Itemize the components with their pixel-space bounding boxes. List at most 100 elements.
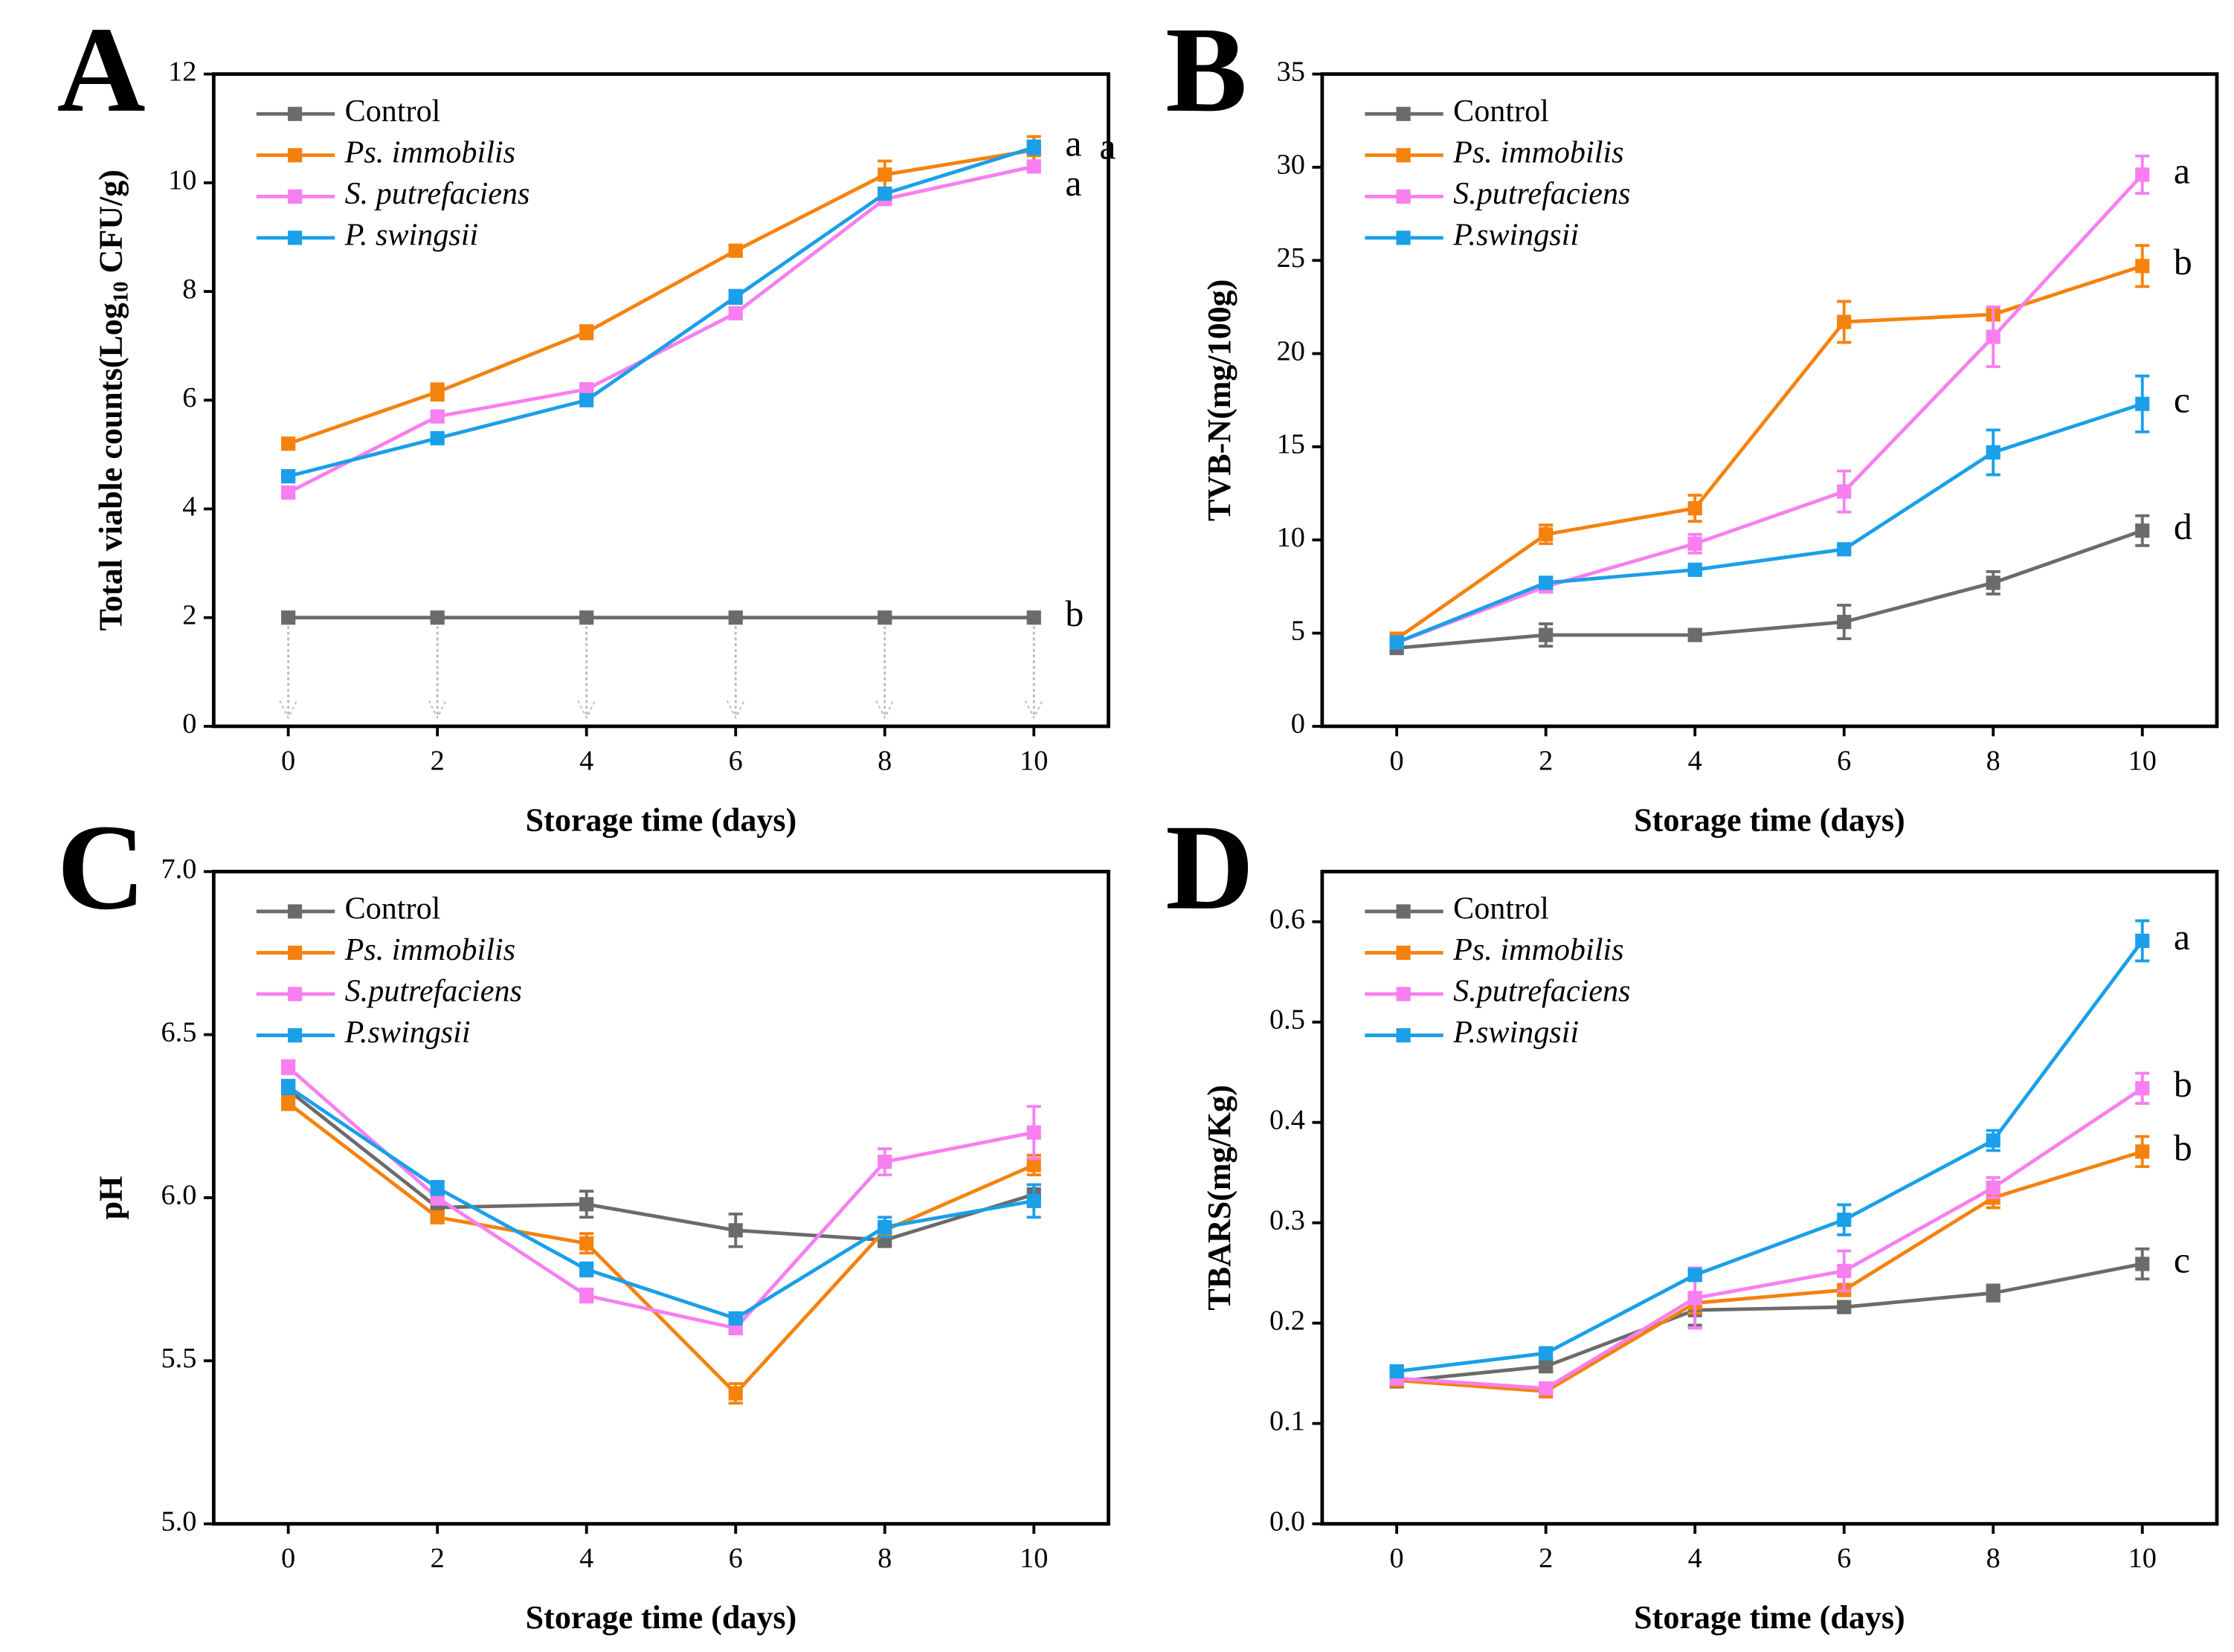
marker	[430, 1181, 445, 1196]
marker	[2135, 396, 2150, 411]
legend-marker	[287, 189, 303, 204]
x-tick-label: 2	[431, 746, 445, 777]
legend-label: S.putrefaciens	[1453, 176, 1630, 211]
marker	[1837, 614, 1852, 630]
y-tick-label: 0	[1291, 709, 1305, 740]
panel-label: B	[1165, 1, 1247, 138]
x-tick-label: 10	[2128, 1543, 2157, 1574]
marker	[579, 610, 594, 625]
y-axis-label: Total viable counts(Log10 CFU/g)	[92, 170, 132, 630]
marker	[430, 409, 445, 424]
x-tick-label: 0	[1390, 746, 1404, 777]
marker	[579, 382, 594, 397]
marker	[1986, 445, 2000, 460]
marker	[2135, 259, 2150, 274]
x-tick-label: 2	[1539, 746, 1553, 777]
y-tick-label: 10	[1277, 522, 1305, 553]
legend-marker	[1396, 148, 1411, 163]
x-tick-label: 8	[1986, 1543, 2000, 1574]
x-tick-label: 8	[1986, 746, 2000, 777]
x-tick-label: 4	[579, 746, 593, 777]
series-line	[288, 146, 1034, 478]
marker	[1026, 159, 1041, 174]
y-axis-label-sub: 10	[109, 281, 132, 303]
panel-label: A	[57, 1, 146, 138]
series-line	[287, 1085, 1034, 1320]
x-axis-label: Storage time (days)	[1634, 801, 1905, 838]
marker	[1837, 1300, 1852, 1314]
x-tick-label: 6	[1837, 746, 1851, 777]
plot-frame	[211, 72, 1110, 729]
marker	[579, 1262, 594, 1277]
marker	[878, 1219, 892, 1235]
series-line	[1396, 1086, 2144, 1390]
marker	[1539, 575, 1554, 590]
arrow-decor	[577, 700, 596, 720]
y-axis-label-text: Total viable counts(Log	[92, 303, 129, 630]
marker	[281, 436, 296, 451]
legend-label: Ps. immobilis	[1452, 135, 1623, 170]
x-tick-label: 6	[729, 746, 743, 777]
y-tick-label: 4	[182, 491, 196, 522]
marker	[728, 1223, 743, 1238]
marker	[1687, 627, 1702, 642]
marker	[1687, 1268, 1702, 1282]
marker	[728, 243, 743, 258]
marker	[1539, 527, 1554, 542]
y-axis-label: pH	[92, 1176, 129, 1220]
marker	[1389, 1364, 1404, 1379]
y-tick-label: 0.0	[1269, 1506, 1305, 1537]
marker	[579, 1197, 594, 1212]
legend-marker	[287, 904, 303, 919]
y-axis-label-end: CFU/g)	[92, 170, 129, 281]
significance-letter: b	[2174, 1064, 2192, 1105]
legend-marker	[1396, 987, 1411, 1001]
x-tick-label: 10	[2128, 746, 2157, 777]
y-tick-label: 0.4	[1269, 1105, 1305, 1136]
significance-letter: b	[2174, 242, 2192, 283]
series-line	[1396, 529, 2143, 651]
x-tick-label: 0	[1390, 1543, 1404, 1574]
x-tick-label: 4	[1688, 746, 1702, 777]
legend-marker	[287, 230, 303, 245]
marker	[1986, 329, 2000, 344]
legend-label: Ps. immobilis	[344, 135, 515, 170]
series-line	[287, 164, 1034, 494]
marker	[1026, 140, 1041, 155]
legend-label: P.swingsii	[344, 1015, 471, 1050]
significance-letter: a	[2174, 917, 2190, 958]
marker	[1026, 1125, 1041, 1140]
legend-marker	[287, 987, 303, 1001]
x-tick-label: 2	[1539, 1543, 1553, 1574]
significance-letter: b	[1065, 593, 1084, 634]
marker	[579, 1236, 594, 1251]
legend-label: S.putrefaciens	[1453, 974, 1630, 1009]
arrow-decor	[279, 700, 297, 720]
marker	[1687, 536, 1702, 551]
legend-label: S.putrefaciens	[345, 974, 522, 1009]
marker	[1837, 1263, 1852, 1279]
marker	[430, 384, 445, 399]
series-line	[287, 1101, 1035, 1396]
y-tick-label: 7.0	[161, 854, 197, 885]
x-tick-label: 0	[281, 746, 295, 777]
marker	[1986, 1285, 2000, 1300]
x-tick-label: 8	[878, 746, 892, 777]
legend-label: Control	[345, 94, 441, 129]
marker	[1539, 627, 1554, 642]
marker	[1986, 1180, 2000, 1196]
marker	[878, 167, 892, 182]
marker	[2135, 167, 2150, 182]
x-tick-label: 0	[281, 1543, 295, 1574]
x-tick-label: 8	[878, 1543, 892, 1574]
marker	[728, 610, 743, 625]
y-axis-label: TVB-N(mg/100g)	[1201, 280, 1237, 521]
marker	[1837, 1213, 1852, 1227]
marker	[430, 430, 445, 446]
plot-frame	[1320, 869, 2219, 1526]
x-tick-label: 6	[729, 1543, 743, 1574]
series-line	[1396, 1149, 2143, 1393]
marker	[878, 186, 892, 201]
y-axis-label: TBARS(mg/Kg)	[1201, 1085, 1237, 1310]
